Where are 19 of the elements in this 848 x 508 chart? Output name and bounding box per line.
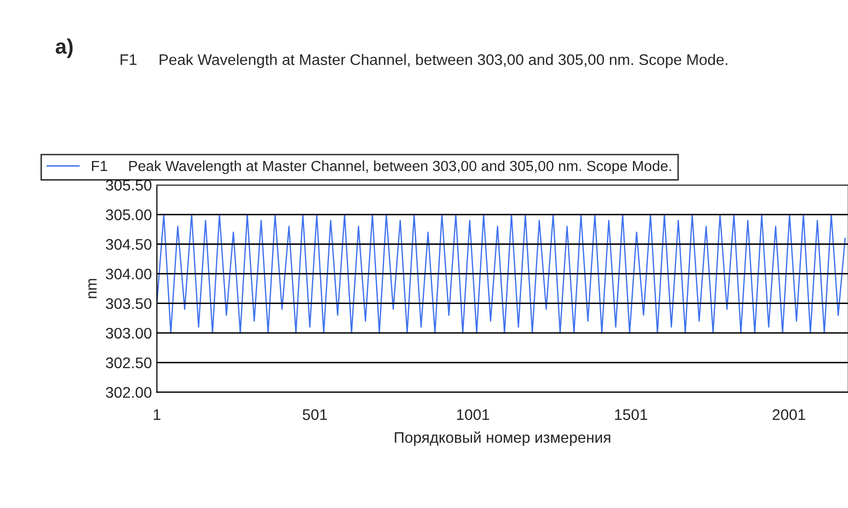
text: a) xyxy=(56,38,73,58)
x-tick-label: 501 xyxy=(302,409,327,420)
y-tick-label: 304.00 xyxy=(106,268,152,280)
y-tick-label: 305.00 xyxy=(106,209,152,220)
y-tick-label: 303.00 xyxy=(106,328,152,339)
x-tick-label: 1501 xyxy=(615,409,648,420)
y-axis-title: nm xyxy=(88,278,97,298)
y-tick-label: 302.50 xyxy=(106,357,152,368)
chart-title: F1 Peak Wavelength at Master Channel, between 303,00 and 305,00 nm. Scope Mode. xyxy=(120,54,728,68)
y-tick-label: 303.50 xyxy=(106,298,152,310)
y-tick-label: 305.50 xyxy=(106,180,152,191)
x-tick-label: 1001 xyxy=(457,409,490,420)
legend-label: F1 Peak Wavelength at Master Channel, between 303,00 and 305,00 nm. Scope Mode. xyxy=(92,160,671,174)
x-axis-title: Порядковый номер измерения xyxy=(394,431,610,446)
y-tick-label: 302.00 xyxy=(106,387,152,398)
line-series xyxy=(156,214,846,334)
x-tick-label: 2001 xyxy=(772,409,806,420)
y-tick-label: 304.50 xyxy=(106,239,152,250)
x-tick-label: 1 xyxy=(154,409,160,420)
